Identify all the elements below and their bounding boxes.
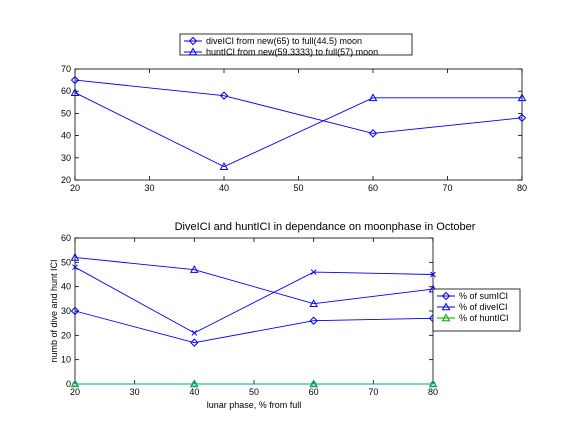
data-point: [70, 88, 80, 96]
x-tick-label: 70: [442, 183, 452, 193]
data-point: [190, 338, 199, 347]
data-point: [310, 381, 317, 387]
y-tick-label: 20: [61, 330, 71, 340]
y-tick-label: 20: [61, 175, 71, 185]
x-axis-label: lunar phase, % from full: [207, 400, 302, 410]
series-line: [74, 266, 434, 334]
y-tick-label: 50: [61, 108, 71, 118]
x-tick-label: 40: [189, 387, 199, 397]
x-tick-label: 20: [70, 387, 80, 397]
legend-label: % of huntICI: [459, 313, 509, 323]
x-tick-label: 80: [428, 387, 438, 397]
legend: % of sumICI% of diveICI% of huntICI: [432, 288, 521, 332]
legend-marker: [188, 36, 198, 46]
legend: diveICI from new(65) to full(44.5) moonh…: [179, 33, 413, 57]
data-point: [191, 381, 198, 387]
x-tick-label: 80: [517, 183, 527, 193]
data-point: [309, 316, 318, 325]
data-point: [70, 75, 80, 85]
data-point: [70, 306, 80, 316]
data-point: [72, 264, 78, 271]
series-2-5: [72, 381, 436, 387]
data-point: [430, 381, 436, 387]
legend-label: % of diveICI: [459, 302, 508, 312]
data-point: [430, 271, 436, 278]
legend-label: diveICI from new(65) to full(44.5) moon: [206, 36, 362, 46]
y-axis-label: numb of dive and hunt ICI: [49, 259, 59, 362]
legend-marker: [441, 313, 451, 322]
y-tick-label: 0: [66, 379, 71, 389]
y-tick-label: 60: [61, 86, 71, 96]
legend-label: huntICI from new(59.3333) to full(57) mo…: [206, 47, 378, 57]
series-line: [74, 79, 523, 134]
x-tick-label: 50: [293, 183, 303, 193]
series-2-4: [72, 264, 436, 336]
x-tick-label: 60: [309, 387, 319, 397]
legend-marker: [188, 47, 198, 56]
legend-marker: [441, 302, 451, 311]
y-tick-label: 40: [61, 131, 71, 141]
y-tick-label: 50: [61, 257, 71, 267]
x-tick-label: 60: [368, 183, 378, 193]
data-point: [368, 129, 378, 138]
y-tick-label: 40: [61, 282, 71, 292]
series-2-2: [70, 252, 438, 307]
series-line: [74, 310, 434, 344]
series-line: [74, 257, 434, 305]
series-1-2: [70, 88, 527, 170]
series-2-1: [70, 306, 438, 347]
x-tick-label: 20: [70, 183, 80, 193]
chart-2: 20 30 40 50 60 70 80 0 10 20 30 40 50 60 DiveICI and h…: [49, 221, 521, 410]
chart-title: DiveICI and huntICI in dependance on moo…: [175, 221, 476, 233]
plot-area: [74, 237, 434, 385]
legend-label: % of sumICI: [459, 291, 508, 301]
data-point: [219, 91, 229, 100]
chart-1: 20 30 40 50 60 70 80 20 30 40 50 60 70 diveICI from n…: [61, 33, 527, 193]
series-1-1: [70, 75, 527, 138]
data-point: [517, 113, 527, 123]
y-tick-label: 30: [61, 153, 71, 163]
legend-box: [179, 33, 413, 56]
y-tick-label: 30: [61, 306, 71, 316]
y-tick-label: 10: [61, 355, 71, 365]
x-tick-label: 70: [368, 387, 378, 397]
y-tick-label: 70: [61, 64, 71, 74]
data-point: [219, 162, 229, 170]
data-point: [72, 381, 78, 387]
series-line: [74, 92, 522, 168]
data-point: [189, 265, 199, 273]
data-point: [310, 269, 317, 275]
data-point: [191, 330, 198, 336]
x-tick-label: 30: [144, 183, 154, 193]
x-tick-label: 40: [219, 183, 229, 193]
x-tick-label: 50: [249, 387, 259, 397]
y-tick-label: 60: [61, 233, 71, 243]
legend-marker: [441, 291, 451, 301]
data-point: [368, 93, 378, 102]
data-point: [70, 252, 80, 261]
x-tick-label: 30: [130, 387, 140, 397]
data-point: [309, 299, 319, 307]
data-point: [517, 93, 527, 102]
